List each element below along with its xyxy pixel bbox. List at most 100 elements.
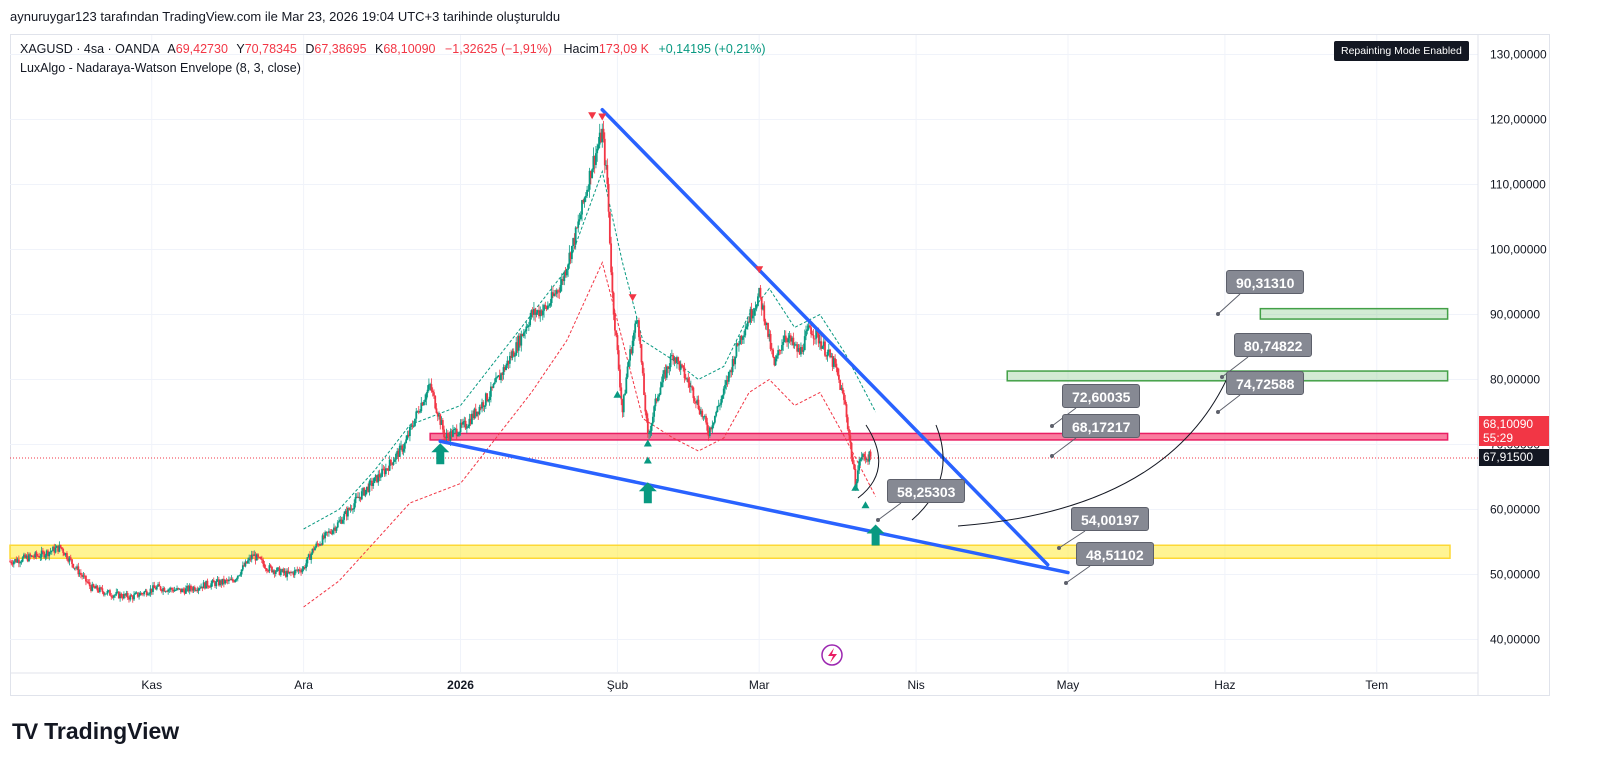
candle-body [831,356,834,367]
candle-body [203,582,206,589]
x-tick-label: Tem [1365,678,1388,692]
legend-indicator-row[interactable]: LuxAlgo - Nadaraya-Watson Envelope (8, 3… [20,59,765,78]
repainting-mode-badge: Repainting Mode Enabled [1334,41,1469,61]
candle-body [348,508,351,510]
candle-body [441,420,444,430]
signal-up-triangle [851,483,860,491]
candle-body [781,345,783,351]
candle-body [696,399,699,404]
candle-body [377,474,380,483]
candle-body [431,390,434,393]
candle-body [152,585,154,592]
candle-body [462,421,464,425]
candle-body [129,595,132,600]
candle-body [769,333,772,349]
price-annotation-label[interactable]: 90,31310 [1226,270,1305,294]
candle-body [309,554,311,560]
candle-body [700,410,702,415]
zone-target-2 [1259,307,1449,320]
candle-body [636,320,639,322]
candle-body [511,351,514,358]
candle-body [505,365,507,370]
candle-body [426,389,429,394]
annotation-anchor-dot [1050,454,1054,458]
candle-body [822,341,825,347]
candle-body [568,252,571,265]
legend-open: 69,42730 [175,42,228,56]
tradingview-logo[interactable]: TV TradingView [12,718,179,745]
annotation-anchor-dot [876,518,880,522]
candle-body [250,554,253,560]
candle-body [117,591,120,599]
candle-body [726,380,729,382]
chart-frame[interactable] [10,34,1550,696]
candle-body [506,360,509,366]
candle-body [292,572,295,576]
candle-body [596,148,599,154]
candle-body [653,406,656,417]
last-price-value: 68,10090 [1483,417,1534,431]
candle-body [553,293,556,296]
price-annotation-label[interactable]: 58,25303 [887,479,966,503]
y-tick-label: 100,00000 [1490,243,1547,257]
candle-body [479,406,482,409]
legend-indicator[interactable]: LuxAlgo - Nadaraya-Watson Envelope (8, 3… [20,61,301,75]
candle-body [591,169,594,179]
candle-body [520,334,523,346]
candle-body [784,335,787,340]
trendline-lower [438,439,1070,575]
price-annotation-label[interactable]: 48,51102 [1076,542,1154,566]
price-annotation-label[interactable]: 80,74822 [1234,333,1313,357]
price-annotation-label[interactable]: 74,72588 [1226,371,1305,395]
candle-body [763,305,766,322]
candle-body [400,445,402,447]
candle-body [620,387,623,400]
candle-body [158,584,161,587]
candle-body [354,497,357,504]
legend-symbol[interactable]: XAGUSD · 4sa · OANDA [20,42,159,56]
candle-body [629,349,632,361]
price-annotation-label[interactable]: 72,60035 [1062,384,1141,408]
candle-body [106,591,109,594]
candle-body [135,592,138,594]
candle-body [130,595,133,597]
price-annotation-label[interactable]: 54,00197 [1071,507,1150,531]
candle-body [649,430,652,433]
candle-body [383,469,386,475]
candle-body [402,448,405,452]
candle-body [860,457,863,460]
candle-body [320,544,323,545]
candle-body [162,588,165,592]
candle-body [487,399,490,402]
candle-body [324,532,327,539]
candle-body [258,556,261,558]
legend-volume-change: +0,14195 (+0,21%) [658,42,766,56]
candle-body [572,238,575,246]
candle-body [584,195,587,198]
candle-body [855,481,858,489]
candle-body [200,586,202,589]
candle-body [321,535,324,545]
candle-body [300,571,302,573]
candle-body [126,593,129,598]
candle-body [564,271,567,276]
annotation-pointer [1051,437,1077,457]
candle-body [515,342,518,356]
tradingview-wordmark: TradingView [44,718,180,744]
legend-low: 67,38695 [314,42,367,56]
candle-body [773,356,776,366]
candle-body [602,128,605,139]
price-annotation-label[interactable]: 68,17217 [1062,414,1141,438]
candle-body [526,326,529,328]
candle-body [729,370,731,372]
candle-body [746,321,749,327]
candle-body [379,476,382,478]
candle-body [783,335,786,343]
candle-body [297,569,300,571]
candle-body [166,591,168,593]
candle-body [844,400,847,405]
candle-body [278,567,281,576]
candle-body [110,595,113,597]
candle-body [438,414,440,417]
